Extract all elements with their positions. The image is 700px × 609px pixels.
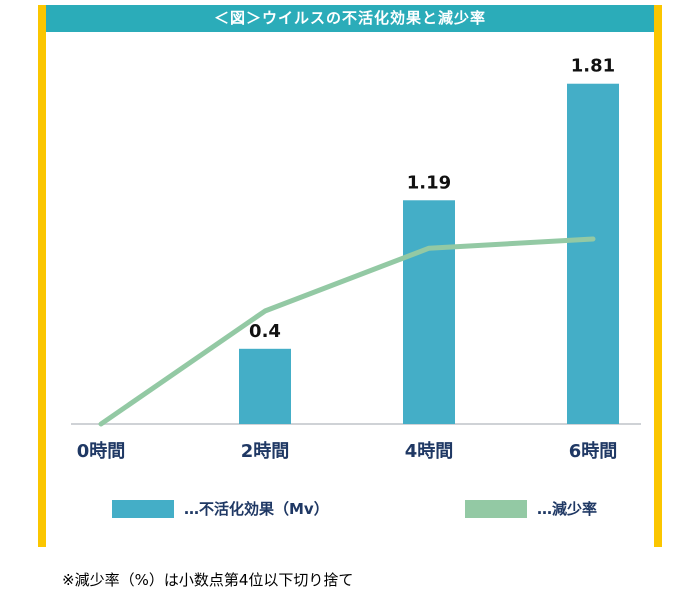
legend-bar-label: …不活化効果（Mv） xyxy=(184,500,329,518)
x-axis-label: 4時間 xyxy=(405,441,454,462)
bar-4時間 xyxy=(403,200,455,424)
bar-value-label: 0.4 xyxy=(249,321,281,342)
bar-value-label: 1.19 xyxy=(407,172,451,193)
legend: …不活化効果（Mv） …減少率 xyxy=(46,472,654,547)
reduction-rate-line xyxy=(98,236,596,427)
bar-2時間 xyxy=(239,348,291,424)
chart-title-bar: ＜図＞ウイルスの不活化効果と減少率 xyxy=(46,5,654,32)
x-axis-label: 0時間 xyxy=(77,441,126,462)
footnote: ※減少率（%）は小数点第4位以下切り捨て xyxy=(62,571,354,589)
chart-canvas: 0.4 1.19 1.81 0時間 2時間 4時間 6時間 xyxy=(71,56,641,462)
bar-value-label: 1.81 xyxy=(571,56,615,77)
legend-line-label: …減少率 xyxy=(536,500,597,518)
x-axis-label: 2時間 xyxy=(241,441,290,462)
chart-area: 0.4 1.19 1.81 0時間 2時間 4時間 6時間 xyxy=(46,32,654,472)
legend-line-swatch xyxy=(464,499,527,518)
bar-6時間 xyxy=(567,83,619,424)
chart-card: ＜図＞ウイルスの不活化効果と減少率 0.4 1.19 1.81 0時間 2時間 4時間 6時… xyxy=(38,5,662,547)
legend-item-bar: …不活化効果（Mv） xyxy=(112,498,329,519)
page: ＜図＞ウイルスの不活化効果と減少率 0.4 1.19 1.81 0時間 2時間 4時間 6時… xyxy=(0,5,700,590)
legend-item-line: …減少率 xyxy=(464,498,597,519)
legend-bar-swatch xyxy=(112,499,174,518)
x-axis-label: 6時間 xyxy=(569,441,618,462)
chart-title: ＜図＞ウイルスの不活化効果と減少率 xyxy=(213,9,486,27)
